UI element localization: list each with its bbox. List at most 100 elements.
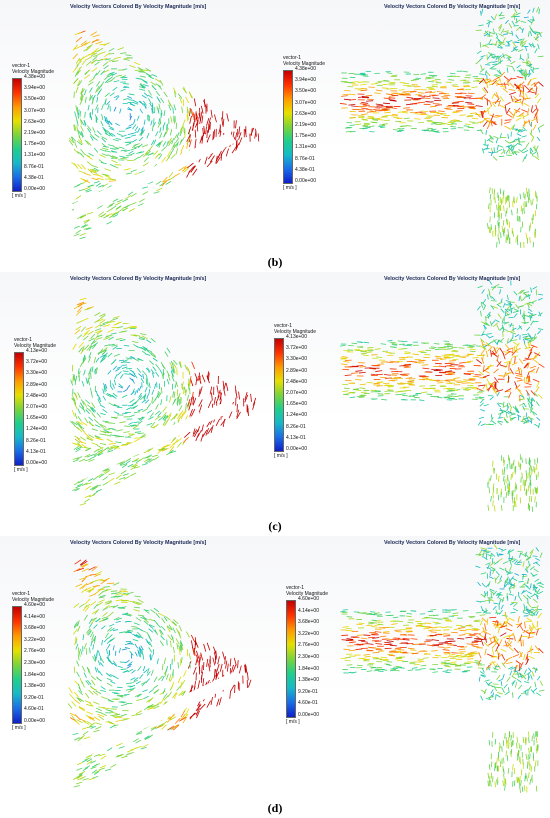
legend-tick-label: 3.07e+00 [295, 99, 316, 106]
legend-name: vector-1 [14, 337, 33, 343]
left-plot-title: Velocity Vectors Colored By Velocity Mag… [70, 276, 207, 282]
legend-tick-label: 3.68e+00 [24, 625, 45, 632]
legend-tick-label: 2.30e+00 [298, 654, 319, 660]
panel-plot-area [0, 0, 550, 254]
legend-unit: [ m/s ] [274, 453, 288, 459]
legend-tick-label: 1.31e+00 [295, 144, 316, 151]
right-plot-title: Velocity Vectors Colored By Velocity Mag… [384, 4, 521, 10]
legend-quantity: Velocity Magnitude [14, 342, 56, 349]
legend-tick-label: 0.00e+00 [286, 446, 307, 452]
right-vector-field [339, 6, 545, 248]
panel-caption: (c) [268, 519, 282, 533]
legend-tick-label: 0.00e+00 [295, 178, 316, 184]
legend-tick-label: 4.13e-01 [286, 434, 306, 441]
legend-tick-label: 2.30e+00 [24, 660, 45, 666]
colorbar [274, 338, 284, 452]
legend-tick-label: 1.65e+00 [26, 415, 47, 422]
right-vector-field [339, 280, 545, 512]
panel-plot-area [0, 536, 550, 800]
right-color-legend: vector-1 Velocity Magnitude 4.60e+00 4.14e+… [286, 585, 346, 736]
legend-tick-label: 3.94e+00 [24, 85, 45, 92]
left-plot-title: Velocity Vectors Colored By Velocity Mag… [70, 4, 207, 10]
legend-tick-label: 3.22e+00 [298, 630, 319, 637]
legend-quantity: Velocity Magnitude [283, 60, 325, 67]
legend-tick-label: 3.72e+00 [286, 345, 307, 352]
legend-tick-label: 4.60e-01 [298, 700, 318, 707]
legend-tick-label: 4.38e+00 [295, 66, 316, 72]
panel-caption: (d) [267, 801, 283, 815]
left-color-legend: vector-1 Velocity Magnitude 4.60e+00 4.14e+… [12, 591, 67, 742]
left-color-legend: vector-1 Velocity Magnitude 4.38e+00 3.94e+… [12, 63, 67, 204]
right-color-legend: vector-1 Velocity Magnitude 4.13e+00 3.72e+… [274, 323, 334, 464]
legend-tick-label: 2.07e+00 [286, 390, 307, 396]
colorbar [283, 70, 293, 184]
legend-tick-label: 9.20e-01 [298, 688, 318, 695]
legend-tick-label: 1.84e+00 [24, 671, 45, 678]
legend-tick-label: 1.31e+00 [24, 152, 45, 159]
legend-quantity: Velocity Magnitude [274, 328, 316, 335]
figure-panel-d: Velocity Vectors Colored By Velocity Mag… [0, 536, 550, 818]
legend-name: vector-1 [12, 591, 31, 597]
legend-tick-label: 0.00e+00 [24, 186, 45, 192]
legend-tick-label: 3.22e+00 [24, 636, 45, 643]
legend-tick-label: 4.60e+00 [298, 596, 319, 602]
legend-tick-label: 3.72e+00 [26, 359, 47, 366]
colorbar [14, 352, 24, 466]
legend-tick-label: 4.60e+00 [24, 602, 45, 608]
legend-unit: [ m/s ] [14, 467, 28, 473]
legend-unit: [ m/s ] [12, 193, 26, 199]
legend-tick-label: 4.38e-01 [24, 174, 44, 181]
right-color-legend: vector-1 Velocity Magnitude 4.38e+00 3.94e+… [283, 55, 343, 196]
legend-unit: [ m/s ] [283, 185, 297, 191]
legend-tick-label: 2.63e+00 [295, 110, 316, 117]
legend-tick-label: 8.76e-01 [24, 163, 44, 170]
legend-tick-label: 3.50e+00 [295, 88, 316, 95]
legend-tick-label: 3.50e+00 [24, 96, 45, 103]
left-plot-title: Velocity Vectors Colored By Velocity Mag… [70, 540, 207, 546]
colorbar [12, 606, 22, 724]
legend-tick-label: 4.38e-01 [295, 166, 315, 173]
left-vector-field [67, 559, 252, 788]
legend-tick-label: 9.20e-01 [24, 694, 44, 701]
legend-tick-label: 0.00e+00 [24, 718, 45, 724]
figure-panel-b: Velocity Vectors Colored By Velocity Mag… [0, 0, 550, 272]
legend-quantity: Velocity Magnitude [12, 68, 54, 75]
legend-tick-label: 2.89e+00 [26, 381, 47, 388]
legend-name: vector-1 [283, 55, 302, 61]
legend-tick-label: 3.07e+00 [24, 107, 45, 114]
legend-name: vector-1 [274, 323, 293, 329]
colorbar [12, 78, 22, 192]
right-plot-title: Velocity Vectors Colored By Velocity Mag… [384, 540, 521, 546]
legend-tick-label: 8.26e-01 [286, 423, 306, 430]
legend-tick-label: 4.14e+00 [24, 613, 45, 620]
legend-tick-label: 2.76e+00 [298, 642, 319, 649]
legend-tick-label: 2.07e+00 [26, 404, 47, 410]
figure-panel-c: Velocity Vectors Colored By Velocity Mag… [0, 272, 550, 536]
legend-tick-label: 1.75e+00 [295, 133, 316, 140]
legend-tick-label: 3.68e+00 [298, 619, 319, 626]
legend-tick-label: 2.48e+00 [26, 392, 47, 399]
legend-tick-label: 3.30e+00 [26, 370, 47, 377]
legend-tick-label: 0.00e+00 [298, 712, 319, 718]
legend-quantity: Velocity Magnitude [12, 596, 54, 603]
legend-tick-label: 2.19e+00 [24, 130, 45, 136]
left-color-legend: vector-1 Velocity Magnitude 4.13e+00 3.72e+… [14, 337, 69, 478]
legend-unit: [ m/s ] [12, 725, 26, 731]
legend-quantity: Velocity Magnitude [286, 590, 328, 597]
legend-unit: [ m/s ] [286, 719, 300, 725]
colorbar [286, 600, 296, 718]
legend-tick-label: 0.00e+00 [26, 460, 47, 466]
legend-tick-label: 1.38e+00 [298, 677, 319, 684]
legend-tick-label: 8.26e-01 [26, 437, 46, 444]
legend-name: vector-1 [12, 63, 31, 69]
panel-caption: (b) [267, 255, 283, 269]
legend-tick-label: 4.13e+00 [286, 334, 307, 340]
legend-tick-label: 1.65e+00 [286, 401, 307, 408]
legend-tick-label: 1.75e+00 [24, 141, 45, 148]
legend-tick-label: 2.63e+00 [24, 118, 45, 125]
left-vector-field [68, 30, 260, 240]
legend-tick-label: 1.84e+00 [298, 665, 319, 672]
legend-tick-label: 4.60e-01 [24, 706, 44, 713]
legend-tick-label: 4.13e-01 [26, 448, 46, 455]
legend-tick-label: 3.94e+00 [295, 77, 316, 84]
